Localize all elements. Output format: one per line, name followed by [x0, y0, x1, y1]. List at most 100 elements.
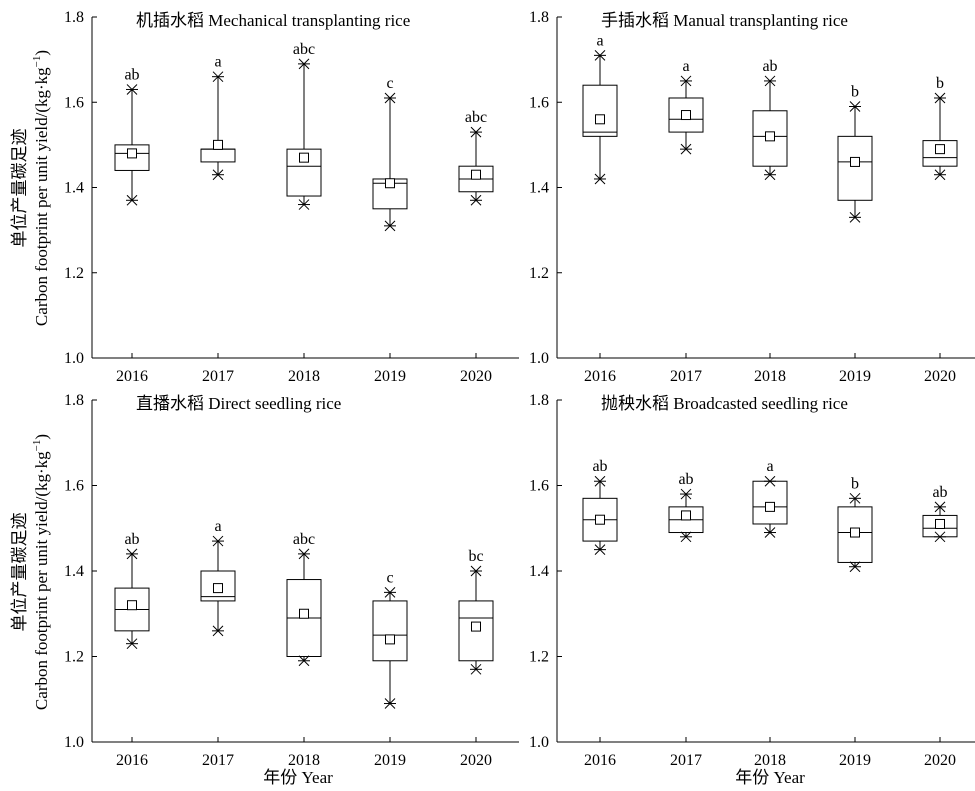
x-tick-label: 2019: [839, 752, 871, 769]
max-marker: [594, 475, 606, 487]
min-marker: [934, 531, 946, 543]
x-axis-label-left: 年份 Year: [263, 768, 333, 787]
y-tick-label: 1.4: [529, 563, 549, 580]
box-group-2020: abc: [458, 109, 494, 206]
min-marker: [934, 169, 946, 181]
y-tick-label: 1.4: [64, 563, 84, 580]
significance-letter: a: [214, 518, 221, 535]
box-group-2017: a: [668, 58, 704, 155]
panel-3: 直播水稻 Direct seedling rice 1.0 1.2 1.4 1.6 1.8…: [64, 392, 519, 769]
box-group-2017: a: [200, 54, 236, 181]
x-tick-label: 2020: [460, 752, 492, 769]
box-group-2020: b: [922, 75, 958, 181]
mean-marker: [935, 144, 945, 155]
min-marker: [594, 544, 606, 555]
significance-letter: bc: [468, 548, 483, 565]
max-marker: [680, 75, 692, 87]
min-marker: [212, 169, 224, 181]
x-tick-label: 2018: [754, 368, 786, 385]
mean-marker: [935, 518, 945, 529]
panel-title: 直播水稻 Direct seedling rice: [136, 394, 341, 413]
significance-letter: abc: [293, 41, 315, 58]
x-tick-label: 2016: [116, 368, 148, 385]
max-marker: [298, 58, 310, 70]
panel-title: 机插水稻 Mechanical transplanting rice: [136, 11, 410, 30]
x-tick-label: 2019: [839, 368, 871, 385]
panels: 机插水稻 Mechanical transplanting rice 1.0 1.2…: [64, 9, 975, 769]
max-marker: [384, 587, 396, 598]
y-tick-label: 1.8: [529, 392, 549, 409]
x-tick-label: 2016: [584, 752, 616, 769]
max-marker: [126, 84, 138, 95]
panel-title: 手插水稻 Manual transplanting rice: [601, 11, 848, 30]
mean-marker: [127, 148, 137, 159]
significance-letter: a: [682, 58, 689, 75]
significance-letter: a: [766, 458, 773, 475]
panel-4: 抛秧水稻 Broadcasted seedling rice 1.0 1.2 1.4 1…: [529, 392, 975, 769]
y-axis-label-cn: 单位产量碳足迹: [10, 513, 29, 632]
x-tick-label: 2019: [374, 368, 406, 385]
y-tick-label: 1.4: [64, 180, 84, 197]
max-marker: [470, 126, 482, 138]
significance-letter: c: [386, 569, 393, 586]
x-tick-label: 2020: [924, 752, 956, 769]
max-marker: [298, 548, 310, 560]
max-marker: [680, 488, 692, 500]
max-marker: [384, 92, 396, 104]
min-marker: [680, 143, 692, 155]
y-axis-label-close: ): [32, 434, 51, 440]
max-marker: [764, 75, 776, 87]
mean-marker: [213, 139, 223, 150]
mean-marker: [765, 131, 775, 142]
y-tick-label: 1.0: [529, 734, 549, 751]
mean-marker: [385, 178, 395, 189]
significance-letter: ab: [678, 471, 693, 488]
y-axis-label-sup: −1: [31, 56, 43, 68]
max-marker: [594, 50, 606, 61]
max-marker: [212, 535, 224, 547]
mean-marker: [595, 114, 605, 125]
min-marker: [470, 194, 482, 206]
max-marker: [934, 92, 946, 104]
x-tick-label: 2020: [460, 368, 492, 385]
y-axis-label-bottom: 单位产量碳足迹 Carbon footprint per unit yield/…: [10, 434, 51, 710]
box-group-2019: b: [837, 475, 873, 573]
y-tick-label: 1.6: [64, 478, 84, 495]
x-tick-label: 2019: [374, 752, 406, 769]
y-tick-label: 1.6: [529, 94, 549, 111]
min-marker: [594, 173, 606, 185]
mean-marker: [471, 169, 481, 180]
box-group-2016: ab: [114, 531, 150, 650]
y-axis-label-close: ): [32, 50, 51, 56]
mean-marker: [681, 510, 691, 521]
significance-letter: ab: [124, 66, 139, 83]
box-group-2018: a: [752, 458, 788, 538]
y-axis-label-en: Carbon footprint per unit yield/(kg·kg−1…: [31, 50, 51, 326]
y-tick-label: 1.4: [529, 180, 549, 197]
min-marker: [298, 655, 310, 667]
box-group-2016: ab: [582, 458, 618, 555]
y-tick-label: 1.6: [529, 478, 549, 495]
min-marker: [849, 561, 861, 573]
box-group-2019: c: [372, 75, 408, 232]
max-marker: [470, 565, 482, 577]
iqr-box: [582, 84, 618, 137]
max-marker: [849, 492, 861, 504]
mean-marker: [595, 514, 605, 525]
y-axis-label-en: Carbon footprint per unit yield/(kg·kg−1…: [31, 434, 51, 710]
y-axis-label-sup: −1: [31, 440, 43, 452]
x-tick-label: 2017: [670, 368, 702, 385]
y-tick-label: 1.2: [529, 649, 549, 666]
significance-letter: ab: [762, 58, 777, 75]
significance-letter: b: [936, 75, 944, 92]
box-group-2020: bc: [458, 548, 494, 675]
box-group-2018: ab: [752, 58, 788, 181]
y-tick-label: 1.6: [64, 94, 84, 111]
y-axis-label-en-text: Carbon footprint per unit yield/(kg·kg: [32, 67, 51, 326]
y-tick-label: 1.8: [64, 392, 84, 409]
mean-marker: [850, 527, 860, 538]
max-marker: [764, 475, 776, 487]
max-marker: [212, 71, 224, 83]
box-group-2018: abc: [286, 41, 322, 210]
